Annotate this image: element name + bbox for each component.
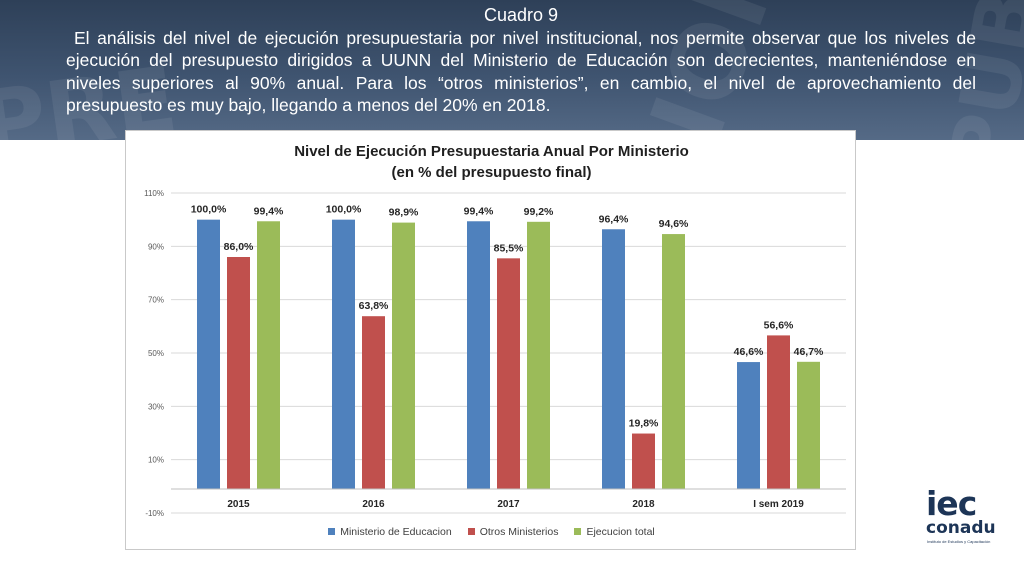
legend-label: Otros Ministerios (479, 526, 559, 538)
x-tick-label: 2016 (362, 499, 385, 510)
bar (662, 234, 685, 489)
bar (797, 361, 820, 489)
bar (527, 221, 550, 490)
header-background: PRE GION PUBL (0, 0, 1024, 140)
chart-legend: Ministerio de Educacion Otros Ministerios… (126, 526, 857, 538)
data-label: 94,6% (659, 218, 689, 230)
bar (467, 221, 490, 489)
data-label: 46,6% (734, 346, 764, 358)
legend-swatch (574, 527, 582, 535)
legend-swatch (467, 527, 475, 535)
bar (362, 316, 385, 489)
data-label: 85,5% (494, 242, 524, 254)
header-text-block: Cuadro 9 El análisis del nivel de ejecuc… (66, 4, 976, 117)
data-label: 98,9% (389, 207, 419, 219)
chart-title: Nivel de Ejecución Presupuestaria Anual … (294, 143, 689, 160)
bar (737, 362, 760, 489)
bar (767, 335, 790, 489)
data-label: 100,0% (191, 204, 227, 216)
data-label: 56,6% (764, 319, 794, 331)
data-label: 99,4% (464, 205, 494, 217)
legend-item: Otros Ministerios (467, 526, 559, 538)
y-tick-label: 50% (148, 349, 164, 358)
legend-swatch (328, 527, 336, 535)
bar (497, 258, 520, 489)
data-label: 99,2% (524, 206, 554, 218)
data-label: 99,4% (254, 205, 284, 217)
cuadro-title: Cuadro 9 (483, 5, 559, 25)
logo-tagline: Instituto de Estudios y Capacitación (927, 539, 991, 544)
chart-title-block: Nivel de Ejecución Presupuestaria Anual … (126, 141, 857, 183)
legend-item: Ejecucion total (574, 526, 655, 538)
y-tick-label: 110% (144, 189, 164, 198)
bar (632, 433, 655, 489)
x-tick-label: I sem 2019 (753, 499, 804, 510)
y-tick-label: 30% (148, 402, 164, 411)
bar (197, 219, 220, 489)
data-label: 100,0% (326, 204, 362, 216)
iec-conadu-logo: iec conadu Instituto de Estudios y Capac… (922, 484, 1012, 550)
bar (257, 221, 280, 489)
bar (392, 222, 415, 489)
data-label: 63,8% (359, 300, 389, 312)
legend-item: Ministerio de Educacion (328, 526, 452, 538)
chart-subtitle: (en % del presupuesto final) (391, 164, 592, 181)
bar (332, 219, 355, 489)
data-label: 19,8% (629, 418, 659, 430)
chart-panel: Nivel de Ejecución Presupuestaria Anual … (125, 130, 856, 550)
y-tick-label: 70% (148, 296, 164, 305)
bar (227, 257, 250, 489)
y-tick-label: -10% (145, 509, 164, 518)
data-label: 86,0% (224, 241, 254, 253)
logo-iec-text: iec (926, 484, 977, 523)
data-label: 96,4% (599, 213, 629, 225)
legend-label: Ejecucion total (586, 526, 655, 538)
bar (602, 229, 625, 489)
bar-chart: 110% 90% 70% 50% 30% 10% -10% 100,0% 86,0% 99,4% 2… (144, 189, 846, 518)
x-tick-label: 2017 (497, 499, 520, 510)
y-tick-label: 90% (148, 242, 164, 251)
legend-label: Ministerio de Educacion (340, 526, 452, 538)
y-tick-label: 10% (148, 456, 164, 465)
intro-paragraph: El análisis del nivel de ejecución presu… (66, 27, 976, 116)
x-tick-label: 2015 (227, 499, 250, 510)
data-label: 46,7% (794, 346, 824, 358)
x-tick-label: 2018 (632, 499, 655, 510)
logo-conadu-text: conadu (926, 518, 996, 538)
